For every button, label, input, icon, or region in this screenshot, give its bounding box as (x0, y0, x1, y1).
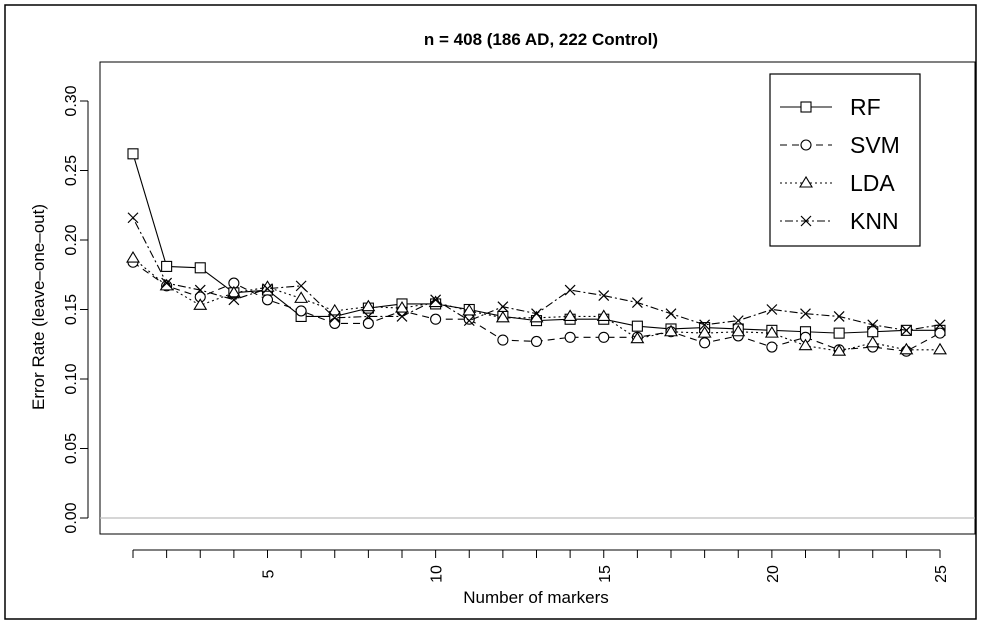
data-point-knn (867, 319, 879, 331)
data-point-knn (800, 308, 811, 320)
data-point-lda (462, 303, 477, 316)
data-point-knn (396, 311, 408, 322)
data-point-rf (833, 327, 845, 339)
data-point-svm (430, 313, 442, 325)
y-tick-label: 0.20 (63, 224, 80, 255)
data-point-rf (161, 260, 173, 272)
data-point-lda (664, 324, 678, 337)
x-tick-label: 25 (933, 565, 950, 583)
data-point-lda (933, 342, 947, 355)
data-point-lda (596, 309, 611, 322)
data-point-lda (495, 310, 510, 323)
y-axis-label: Error Rate (leave–one–out) (29, 204, 48, 410)
data-point-knn (497, 301, 509, 313)
data-point-svm (598, 331, 610, 343)
x-tick-label: 20 (765, 565, 782, 583)
x-tick-label: 15 (597, 565, 614, 583)
x-axis-label: Number of markers (463, 588, 608, 607)
data-point-knn (329, 312, 341, 324)
data-point-knn (564, 284, 576, 296)
data-point-svm (530, 335, 543, 348)
y-tick-label: 0.05 (63, 433, 80, 464)
data-point-knn (194, 284, 206, 296)
data-point-knn (631, 297, 643, 308)
data-point-knn (295, 280, 307, 292)
legend-marker-lda (799, 175, 813, 188)
data-point-lda (764, 326, 779, 338)
legend-label-rf: RF (850, 94, 881, 120)
data-point-knn (900, 324, 912, 336)
data-point-knn (531, 308, 542, 320)
axes: 5 10 15 20 25 0.00 0.05 0.10 0.15 0.20 0.25 0.30 (63, 85, 975, 583)
data-point-knn (598, 290, 610, 302)
data-point-lda (226, 285, 241, 298)
x-tick-label: 5 (261, 569, 278, 578)
legend-box (769, 73, 921, 247)
y-tick-label: 0.30 (63, 85, 80, 116)
data-point-knn (362, 311, 374, 322)
data-point-lda (294, 291, 309, 303)
data-point-knn (161, 277, 173, 289)
data-point-rf (127, 148, 139, 160)
x-tick-label: 10 (429, 565, 446, 583)
legend: RF SVM LDA KNN (769, 73, 921, 247)
data-point-knn (934, 319, 946, 331)
data-point-rf (631, 320, 643, 332)
data-point-knn (665, 308, 677, 320)
data-point-knn (228, 294, 240, 306)
data-point-svm (699, 337, 711, 349)
series-layer (126, 148, 947, 357)
legend-label-svm: SVM (850, 132, 900, 158)
data-point-lda (798, 338, 813, 351)
data-point-knn (127, 212, 139, 224)
data-point-svm (362, 317, 374, 329)
chart-title: n = 408 (186 AD, 222 Control) (424, 30, 658, 49)
data-point-knn (430, 294, 442, 306)
data-point-knn (262, 283, 273, 295)
legend-label-lda: LDA (850, 170, 895, 196)
data-point-svm (497, 334, 509, 346)
legend-marker-knn (800, 215, 812, 227)
data-point-knn (463, 315, 475, 327)
data-point-svm (329, 317, 341, 329)
data-point-knn (699, 319, 711, 331)
data-point-lda (563, 309, 578, 322)
y-tick-label: 0.15 (63, 294, 80, 325)
data-point-rf (194, 262, 206, 274)
data-point-svm (295, 305, 307, 317)
data-point-lda (865, 335, 880, 348)
data-point-lda (395, 301, 409, 313)
data-point-knn (766, 304, 778, 315)
plot-area (99, 61, 976, 535)
y-tick-label: 0.10 (63, 363, 80, 394)
data-point-svm (261, 294, 274, 306)
data-point-lda (697, 326, 712, 338)
legend-label-knn: KNN (850, 208, 899, 234)
data-point-svm (564, 331, 576, 343)
y-tick-label: 0.25 (63, 155, 80, 186)
series-knn (127, 212, 946, 336)
legend-marker-svm (800, 139, 812, 151)
data-point-knn (732, 315, 744, 327)
data-point-lda (193, 298, 208, 310)
data-point-lda (361, 299, 376, 312)
data-point-lda (832, 344, 847, 356)
data-point-lda (630, 331, 645, 344)
data-point-lda (327, 303, 342, 316)
data-point-lda (731, 324, 746, 337)
data-point-lda (126, 251, 140, 263)
data-point-lda (159, 278, 174, 291)
data-point-knn (833, 311, 845, 322)
data-point-lda (899, 342, 914, 355)
data-point-svm (766, 341, 778, 353)
legend-marker-rf (800, 101, 812, 113)
y-tick-label: 0.00 (63, 502, 80, 533)
data-point-svm (934, 327, 946, 339)
